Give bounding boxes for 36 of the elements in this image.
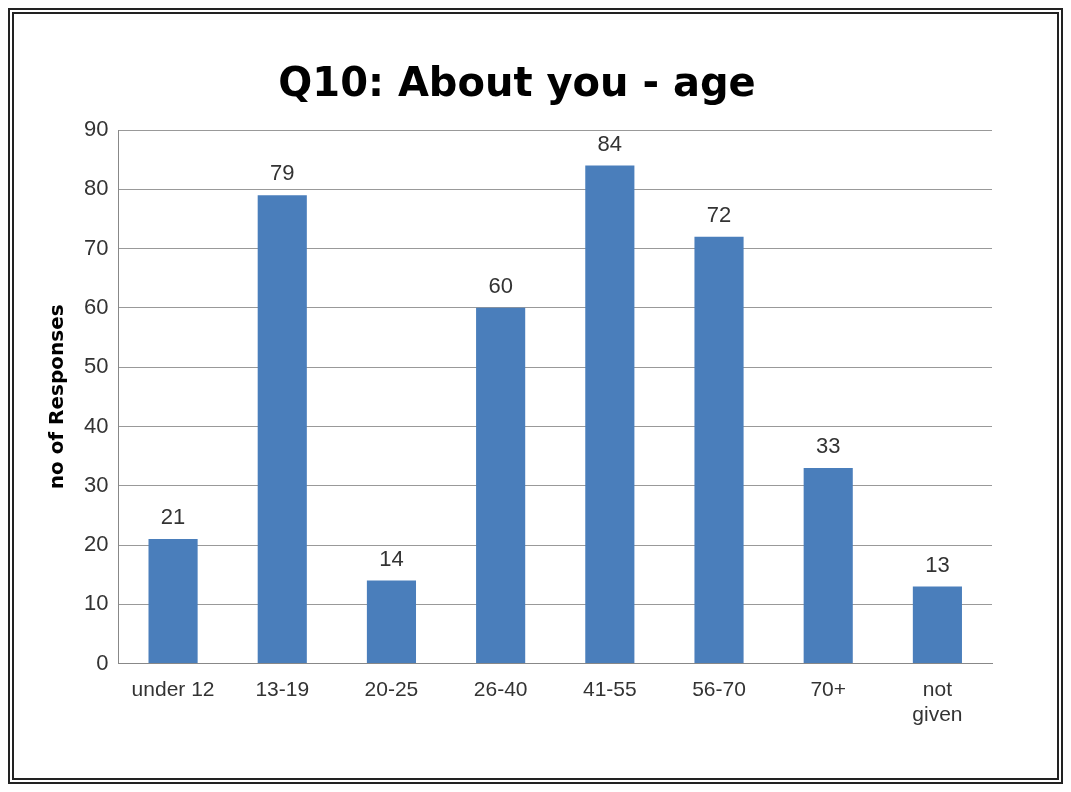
x-tick-label: 26-40 xyxy=(473,677,528,700)
y-axis-title: no of Responses xyxy=(44,304,69,490)
y-tick-label: 60 xyxy=(83,293,109,319)
y-tick-label: 10 xyxy=(83,590,109,616)
bar xyxy=(585,165,635,664)
x-tick-label: not given xyxy=(912,677,963,726)
bar xyxy=(694,236,744,664)
y-tick-label: 30 xyxy=(83,471,109,497)
bar xyxy=(803,467,853,664)
bar xyxy=(148,539,198,664)
bar xyxy=(257,195,307,664)
x-tick-label: 13-19 xyxy=(255,677,310,700)
x-tick-label: 56-70 xyxy=(692,677,746,700)
x-tick-label: 70+ xyxy=(810,677,847,700)
y-tick-label: 0 xyxy=(96,649,109,675)
y-tick-label: 70 xyxy=(83,234,109,260)
data-label: 60 xyxy=(488,272,513,298)
x-tick-label: 41-55 xyxy=(582,677,637,700)
y-tick-label: 40 xyxy=(83,412,109,438)
bar xyxy=(912,586,962,664)
data-label: 14 xyxy=(379,545,404,571)
y-tick-label: 90 xyxy=(83,116,109,142)
data-label: 79 xyxy=(270,160,295,186)
data-label: 72 xyxy=(706,201,732,227)
x-tick-label: under 12 xyxy=(131,677,215,700)
x-tick-label: 20-25 xyxy=(364,677,419,700)
data-label: 84 xyxy=(597,130,623,156)
data-label: 33 xyxy=(815,433,841,459)
y-tick-label: 80 xyxy=(83,175,109,201)
y-tick-label: 20 xyxy=(83,531,109,557)
y-tick-label: 50 xyxy=(83,353,109,379)
bar xyxy=(366,580,417,664)
bar xyxy=(476,307,526,664)
data-label: 21 xyxy=(160,504,186,530)
data-label: 13 xyxy=(925,551,950,577)
chart-title: Q10: About you - age xyxy=(278,59,756,106)
